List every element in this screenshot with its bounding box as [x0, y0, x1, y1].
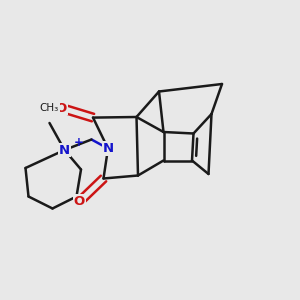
Text: +: +: [74, 136, 84, 149]
Text: N: N: [102, 142, 114, 155]
Text: CH₃: CH₃: [40, 103, 59, 113]
Text: O: O: [56, 101, 67, 115]
Text: O: O: [74, 195, 85, 208]
Text: N: N: [59, 143, 70, 157]
